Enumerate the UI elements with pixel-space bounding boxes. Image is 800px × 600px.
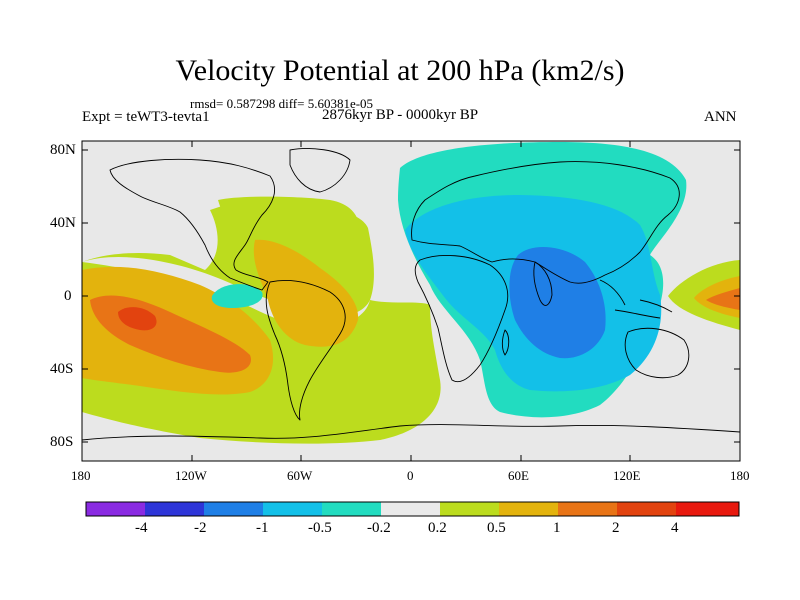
colorbar-swatch-9 xyxy=(617,502,676,516)
colorbar-label: -2 xyxy=(194,520,207,536)
coast-eurasia xyxy=(411,161,680,284)
colorbar-swatch-1 xyxy=(145,502,204,516)
colorbar xyxy=(85,501,740,517)
contour-positive-0.2 xyxy=(218,196,359,245)
lon-label-120w: 120W xyxy=(175,468,207,483)
lat-label-40s: 40S xyxy=(50,361,74,377)
contour-positive-0.5 xyxy=(253,239,359,347)
lon-label-60w: 60W xyxy=(287,468,313,483)
rmsd-diff-stats: rmsd= 0.587298 diff= 5.60381e-05 xyxy=(190,96,374,111)
lat-label-0: 0 xyxy=(64,288,72,304)
coastlines xyxy=(81,148,741,441)
period-label: 2876kyr BP - 0000kyr BP xyxy=(322,107,479,123)
lon-label-180-east: 180 xyxy=(730,468,750,483)
axis-ticks xyxy=(81,141,741,461)
coast-se-asia xyxy=(599,279,673,319)
coast-north-america xyxy=(109,158,275,291)
colorbar-label: 4 xyxy=(671,520,679,536)
colorbar-swatch-4 xyxy=(322,502,381,516)
coast-antarctica xyxy=(81,424,741,441)
colorbar-label: -4 xyxy=(135,520,148,536)
coast-madagascar xyxy=(501,329,510,356)
colorbar-swatch-6 xyxy=(440,502,499,516)
colorbar-swatch-5 xyxy=(381,502,440,516)
colorbar-swatch-0 xyxy=(86,502,145,516)
lon-label-60e: 60E xyxy=(508,468,529,483)
colorbar-label: 0.2 xyxy=(428,520,447,536)
contour-fields xyxy=(82,142,740,444)
contour-negative-0.2 xyxy=(211,284,263,308)
colorbar-swatch-7 xyxy=(499,502,558,516)
map-title: Velocity Potential at 200 hPa (km2/s) xyxy=(175,54,625,87)
colorbar-label: 2 xyxy=(612,520,620,536)
lon-label-0: 0 xyxy=(407,468,414,483)
coast-africa xyxy=(414,255,509,383)
colorbar-swatch-3 xyxy=(263,502,322,516)
lat-label-40n: 40N xyxy=(50,215,76,231)
colorbar-label: -0.2 xyxy=(367,520,391,536)
colorbar-outline xyxy=(85,501,740,517)
season-label: ANN xyxy=(704,109,737,125)
colorbar-label: 1 xyxy=(553,520,561,536)
lat-label-80n: 80N xyxy=(50,142,76,158)
contour-positive-2 xyxy=(118,307,157,331)
coast-india xyxy=(533,261,553,306)
coast-greenland xyxy=(289,148,351,193)
experiment-label: Expt = teWT3-tevta1 xyxy=(82,109,210,125)
colorbar-label: -0.5 xyxy=(308,520,332,536)
contour-positive-1 xyxy=(706,288,740,310)
coast-australia xyxy=(624,327,690,379)
colorbar-label: -1 xyxy=(256,520,269,536)
lon-label-120e: 120E xyxy=(613,468,641,483)
lon-label-180-west: 180 xyxy=(71,468,91,483)
colorbar-swatch-2 xyxy=(204,502,263,516)
colorbar-label: 0.5 xyxy=(487,520,506,536)
lat-label-80s: 80S xyxy=(50,434,74,450)
colorbar-swatch-8 xyxy=(558,502,617,516)
colorbar-swatch-10 xyxy=(676,502,739,516)
coast-south-america xyxy=(265,280,346,421)
